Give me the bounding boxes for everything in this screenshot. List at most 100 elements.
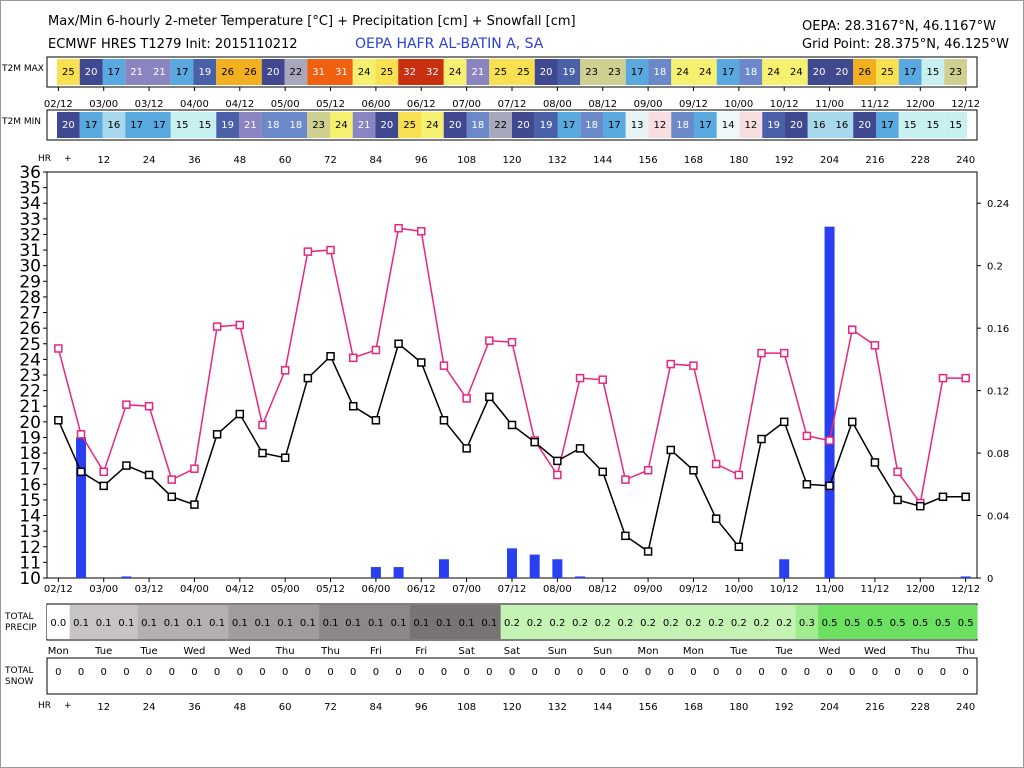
t2m-max-value: 25 [494,67,507,78]
t2m-max-cell [57,59,80,85]
t2m-min-cell [603,112,626,138]
precip-value: 0.1 [277,618,293,629]
y2-tick-label: 0.16 [987,324,1009,335]
time-label-bottom: 12/00 [906,584,935,595]
t2m-min-value: 24 [335,120,348,131]
t2m-min-value: 20 [62,120,75,131]
hour-label-bottom: 228 [911,702,930,713]
precip-cell [47,605,71,639]
snow-value: 0 [146,667,152,678]
t2m-max-value: 17 [176,67,189,78]
t2m-min-cell [580,112,603,138]
time-label-top: 09/00 [634,99,663,110]
hour-label-top: 144 [593,155,612,166]
y-tick-label: 27 [19,304,41,324]
day-label: Wed [184,646,206,657]
precip-bar [960,576,971,578]
time-label-top: 10/00 [724,99,753,110]
t2m-min-value: 15 [199,120,212,131]
y-tick-label: 16 [19,475,41,495]
precip-cell [795,605,819,639]
day-label: Wed [864,646,886,657]
y-tick-label: 33 [19,210,41,230]
mean-temp-point [598,467,607,477]
t2m-max-value: 24 [358,67,371,78]
snow-value: 0 [441,667,447,678]
hour-label-bottom: 216 [865,702,884,713]
y2-tick-label: 0.08 [987,449,1009,460]
precip-cell [682,605,706,639]
snow-value: 0 [463,667,469,678]
mean-temp-point [689,466,698,475]
t2m-min-value: 16 [836,120,849,131]
hour-label-bottom: 132 [548,702,567,713]
t2m-min-value: 15 [949,120,962,131]
mean-temp-point [144,470,154,480]
hour-label-top: 228 [911,155,930,166]
t2m-max-value: 31 [335,67,348,78]
day-label: Mon [638,646,659,657]
mean-temp-point [575,444,585,453]
precip-value: 0.1 [209,618,225,629]
t2m-min-value: 20 [858,120,871,131]
t2m-min-cell [534,112,558,138]
mean-temp-point [553,456,562,466]
precip-value: 0.0 [50,618,66,629]
t2m-min-value: 19 [221,120,234,131]
t2m-max-cell [785,59,808,85]
y2-tick-label: 0.04 [987,512,1009,523]
max-temp-point [394,223,403,233]
hour-label-bottom: 96 [415,702,428,713]
t2m-min-value: 12 [654,120,667,131]
hour-label-bottom: 24 [143,702,156,713]
y-tick-label: 19 [19,428,41,448]
t2m-max-value: 25 [517,67,530,78]
y-tick-label: 10 [19,569,41,589]
max-temp-point [870,341,880,350]
day-label: Sat [504,646,520,657]
precip-cell [319,605,343,639]
day-label: Tue [729,646,747,657]
t2m-max-cell [125,59,148,85]
time-label-bottom: 03/00 [89,584,118,595]
max-temp-point [167,475,177,484]
t2m-min-value: 12 [745,120,758,131]
hour-label-bottom: 120 [502,702,521,713]
time-label-bottom: 02/12 [44,584,73,595]
y-tick-label: 18 [19,444,41,464]
time-label-bottom: 03/12 [135,584,164,595]
t2m-max-value: 20 [813,67,826,78]
time-label-top: 02/12 [44,99,73,110]
t2m-max-cell [239,59,262,85]
t2m-min-value: 18 [585,120,598,131]
t2m-min-label: T2M MIN [2,117,42,127]
precip-value: 0.1 [232,618,248,629]
t2m-min-value: 21 [358,120,371,131]
t2m-max-value: 21 [472,67,485,78]
mean-temp-point [99,481,108,491]
hour-label-top: 108 [457,155,476,166]
mean-temp-point [303,373,313,383]
time-label-top: 12/00 [906,99,935,110]
snow-value: 0 [101,667,107,678]
precip-cell [636,605,660,639]
t2m-max-cell [921,59,945,85]
snow-value: 0 [214,667,220,678]
snow-value: 0 [395,667,401,678]
t2m-min-value: 20 [449,120,462,131]
precip-value: 0.2 [527,618,543,629]
t2m-min-cell [694,112,717,138]
t2m-max-cell [853,59,876,85]
precip-value: 0.1 [73,618,89,629]
hour-label-top: 204 [820,155,839,166]
snow-row-frame [46,657,978,695]
hour-label-bottom: 144 [593,702,612,713]
mean-temp-point [235,409,245,419]
t2m-min-value: 20 [517,120,530,131]
snow-value: 0 [327,667,333,678]
day-label: Mon [48,646,69,657]
mean-temp-point [847,417,857,427]
hour-label-bottom: 72 [324,702,337,713]
hour-label-bottom: 108 [457,702,476,713]
t2m-min-cell [625,112,649,138]
